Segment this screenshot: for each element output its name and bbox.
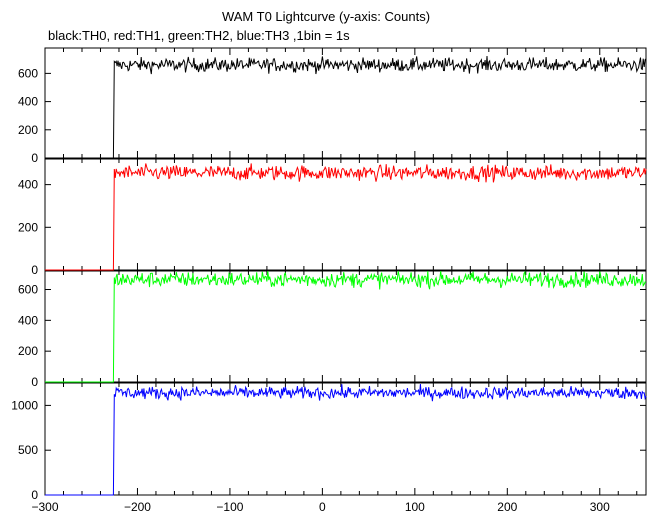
y-tick-label-TH0: 600 (18, 66, 38, 80)
y-tick-label-TH2: 400 (18, 313, 38, 327)
y-tick-label-TH3: 500 (18, 443, 38, 457)
y-tick-label-TH0: 0 (31, 151, 38, 165)
series-line-TH1 (45, 163, 647, 271)
x-tick-label: 200 (497, 500, 517, 514)
y-tick-label-TH3: 0 (31, 488, 38, 502)
series-line-TH3 (45, 384, 647, 496)
chart-subtitle: black:TH0, red:TH1, green:TH2, blue:TH3 … (48, 28, 350, 43)
panel-frame-TH0 (44, 47, 647, 159)
series-line-TH0 (45, 55, 647, 159)
panel-frame-TH3 (44, 382, 647, 496)
y-tick-label-TH1: 0 (31, 263, 38, 277)
x-tick-label: 300 (590, 500, 610, 514)
chart-title: WAM T0 Lightcurve (y-axis: Counts) (221, 9, 431, 24)
panel-frame-TH2 (44, 270, 647, 383)
x-tick-label: 100 (405, 500, 425, 514)
y-tick-label-TH1: 200 (18, 220, 38, 234)
y-tick-label-TH0: 400 (18, 95, 38, 109)
x-tick-label: −100 (216, 500, 243, 514)
panel-frame-TH1 (44, 158, 647, 271)
y-tick-label-TH3: 1000 (11, 398, 38, 412)
y-tick-label-TH2: 0 (31, 375, 38, 389)
y-tick-label-TH0: 200 (18, 123, 38, 137)
series-line-TH2 (45, 270, 647, 383)
y-tick-label-TH1: 400 (18, 178, 38, 192)
y-tick-label-TH2: 600 (18, 283, 38, 297)
x-tick-label: −300 (31, 500, 58, 514)
x-tick-label: −200 (124, 500, 151, 514)
y-tick-label-TH2: 200 (18, 344, 38, 358)
x-tick-label: 0 (319, 500, 326, 514)
